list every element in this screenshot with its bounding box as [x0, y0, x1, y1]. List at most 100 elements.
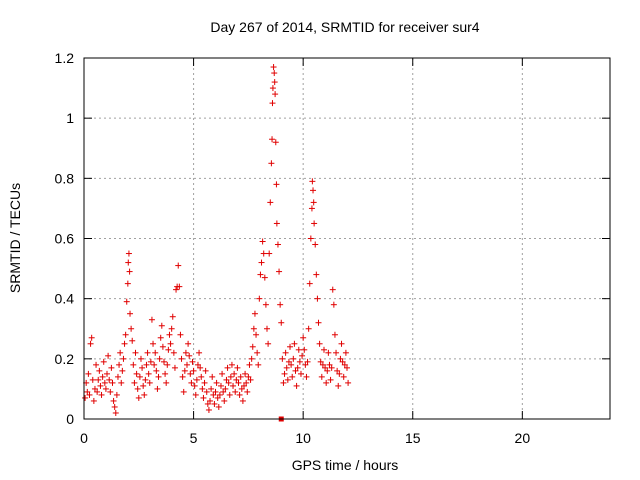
data-point — [295, 346, 302, 353]
data-point — [237, 373, 244, 380]
data-point — [99, 373, 106, 380]
data-point — [293, 382, 300, 389]
data-point — [339, 358, 346, 365]
data-point — [178, 355, 185, 362]
data-point — [219, 370, 226, 377]
data-point — [270, 64, 277, 71]
data-point — [160, 358, 167, 365]
data-point — [207, 397, 214, 404]
data-point — [271, 79, 278, 86]
data-point — [294, 364, 301, 371]
data-point — [236, 391, 243, 398]
data-point — [288, 361, 295, 368]
data-point — [96, 367, 103, 374]
data-point — [269, 85, 276, 92]
data-point — [307, 235, 314, 242]
data-point — [315, 319, 322, 326]
data-point — [260, 250, 267, 257]
data-point — [144, 349, 151, 356]
data-point — [202, 367, 209, 374]
axis-ticks — [83, 57, 610, 420]
data-point — [234, 364, 241, 371]
data-point — [102, 385, 109, 392]
data-point — [151, 361, 158, 368]
data-point — [291, 340, 298, 347]
y-tick-labels: 0 0.2 0.4 0.6 0.8 1 1.2 — [55, 50, 75, 427]
data-point — [109, 379, 116, 386]
data-point — [132, 349, 139, 356]
data-point — [297, 370, 304, 377]
data-point — [245, 373, 252, 380]
chart-title: Day 267 of 2014, SRMTID for receiver sur… — [210, 19, 479, 35]
data-point — [235, 379, 242, 386]
data-point — [93, 361, 100, 368]
data-point — [309, 178, 316, 185]
y-tick-label: 0.2 — [55, 351, 75, 367]
data-point — [205, 406, 212, 413]
data-point — [176, 283, 183, 290]
data-point — [95, 376, 102, 383]
data-point — [194, 361, 201, 368]
data-point — [112, 409, 119, 416]
data-point — [135, 394, 142, 401]
data-point — [335, 382, 342, 389]
data-point — [116, 361, 123, 368]
grid-lines — [84, 58, 610, 419]
data-point — [269, 100, 276, 107]
data-point — [261, 274, 268, 281]
data-point — [133, 370, 140, 377]
data-point — [300, 334, 307, 341]
data-point — [199, 385, 206, 392]
data-point — [200, 394, 207, 401]
data-point — [256, 295, 263, 302]
data-point — [97, 382, 104, 389]
data-point — [130, 361, 137, 368]
data-point — [331, 331, 338, 338]
data-point — [208, 385, 215, 392]
data-point — [251, 310, 258, 317]
data-point — [203, 388, 210, 395]
data-point — [145, 370, 152, 377]
data-point — [190, 367, 197, 374]
data-point — [198, 373, 205, 380]
data-point — [179, 373, 186, 380]
data-point — [337, 355, 344, 362]
data-point — [140, 382, 147, 389]
x-tick-label: 10 — [295, 430, 311, 446]
data-point — [249, 343, 256, 350]
data-point — [121, 340, 128, 347]
data-point — [312, 241, 319, 248]
data-point — [139, 364, 146, 371]
data-point — [266, 250, 273, 257]
data-point — [136, 373, 143, 380]
data-point — [152, 349, 159, 356]
data-point — [106, 376, 113, 383]
x-tick-label: 5 — [190, 430, 198, 446]
data-point — [220, 388, 227, 395]
data-point — [290, 355, 297, 362]
data-point — [137, 355, 144, 362]
data-point — [94, 388, 101, 395]
data-point — [84, 388, 91, 395]
data-point — [87, 340, 94, 347]
data-point — [226, 391, 233, 398]
data-point — [127, 310, 134, 317]
data-point — [246, 361, 253, 368]
data-point — [214, 394, 221, 401]
data-point — [204, 400, 211, 407]
data-point — [122, 331, 129, 338]
data-point — [271, 70, 278, 77]
data-point — [163, 379, 170, 386]
data-point — [175, 262, 182, 269]
data-point — [334, 367, 341, 374]
data-point — [90, 397, 97, 404]
data-point — [211, 400, 218, 407]
data-point — [125, 259, 132, 266]
data-point — [239, 397, 246, 404]
data-point — [319, 361, 326, 368]
data-point — [89, 376, 96, 383]
data-point — [91, 385, 98, 392]
data-point — [289, 373, 296, 380]
data-point — [313, 271, 320, 278]
